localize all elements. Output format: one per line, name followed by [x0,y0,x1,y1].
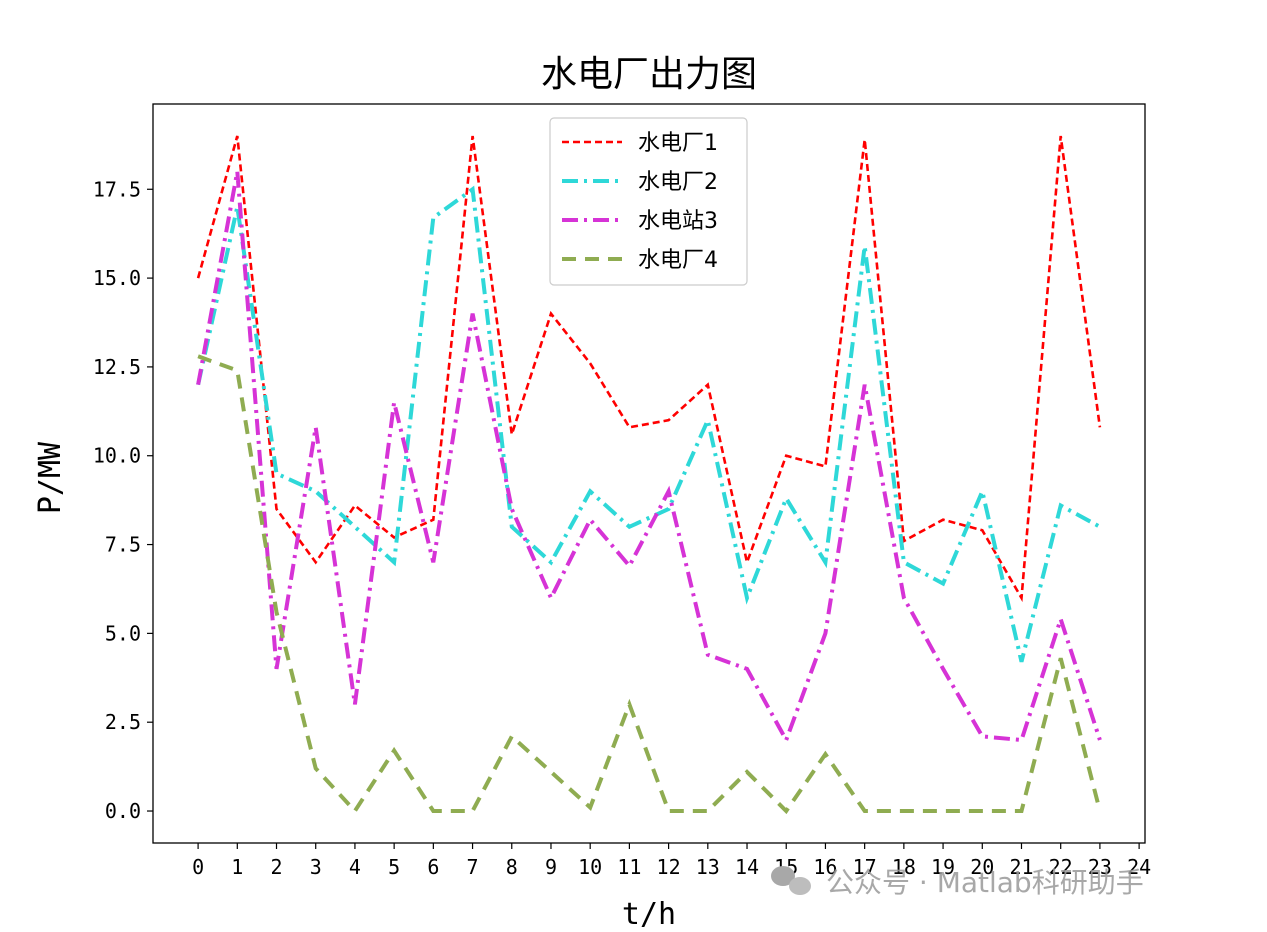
x-tick-label: 9 [545,855,557,879]
x-tick-label: 22 [1049,855,1073,879]
x-tick-label: 19 [931,855,955,879]
watermark: 公众号 · Matlab科研助手 [771,866,1144,899]
y-tick-label: 5.0 [105,621,141,645]
x-tick-label: 20 [970,855,994,879]
x-tick-label: 8 [506,855,518,879]
x-tick-label: 2 [270,855,282,879]
legend-label: 水电厂4 [638,248,718,273]
x-tick-label: 3 [310,855,322,879]
legend-label: 水电站3 [638,209,718,234]
plot-area: 0123456789101112131415161718192021222324… [93,103,1151,879]
x-tick-label: 18 [892,855,916,879]
x-tick-label: 16 [813,855,837,879]
y-axis-label: P/MW [33,441,68,514]
y-tick-label: 15.0 [93,266,141,290]
x-tick-label: 17 [853,855,877,879]
legend-box [549,117,748,286]
watermark-text: 公众号 · Matlab科研助手 [826,866,1144,899]
x-tick-label: 12 [657,855,681,879]
x-tick-label: 0 [192,855,204,879]
y-tick-label: 2.5 [105,710,141,734]
series-line-4 [197,354,1102,815]
x-tick-label: 13 [696,855,720,879]
series-line-3 [196,171,1102,745]
y-tick-label: 12.5 [93,355,141,379]
x-tick-label: 14 [735,855,759,879]
y-tick-label: 0.0 [105,799,141,823]
x-tick-label: 5 [388,855,400,879]
x-tick-label: 23 [1088,855,1112,879]
x-tick-label: 1 [231,855,243,879]
x-tick-label: 11 [617,855,641,879]
x-tick-label: 4 [349,855,361,879]
x-tick-label: 7 [467,855,479,879]
chart-title: 水电厂出力图 [541,54,757,95]
y-tick-label: 7.5 [105,533,141,557]
x-tick-label: 24 [1127,855,1151,879]
series-line-2 [196,185,1101,663]
y-tick-label: 10.0 [93,444,141,468]
wechat-icon [771,866,811,895]
y-tick-label: 17.5 [93,177,141,201]
plot-frame [152,103,1146,844]
legend-label: 水电厂2 [638,170,718,195]
series-line-1 [196,135,1102,603]
x-tick-label: 21 [1009,855,1033,879]
x-tick-label: 10 [578,855,602,879]
legend: 水电厂1 水电厂2 水电站3 水电厂4 [549,117,748,286]
x-tick-label: 6 [427,855,439,879]
x-axis-label: t/h [622,897,676,932]
legend-label: 水电厂1 [638,131,718,156]
